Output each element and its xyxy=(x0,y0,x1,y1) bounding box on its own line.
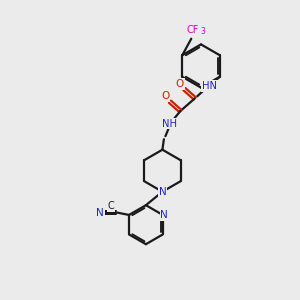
Text: O: O xyxy=(161,91,169,101)
Text: CF: CF xyxy=(187,25,199,35)
Text: 3: 3 xyxy=(200,27,205,36)
Text: N: N xyxy=(160,210,168,220)
Text: C: C xyxy=(108,201,114,211)
Text: HN: HN xyxy=(202,81,217,91)
Text: N: N xyxy=(158,187,166,197)
Text: O: O xyxy=(176,79,184,89)
Text: N: N xyxy=(96,208,104,218)
Text: NH: NH xyxy=(162,118,177,129)
